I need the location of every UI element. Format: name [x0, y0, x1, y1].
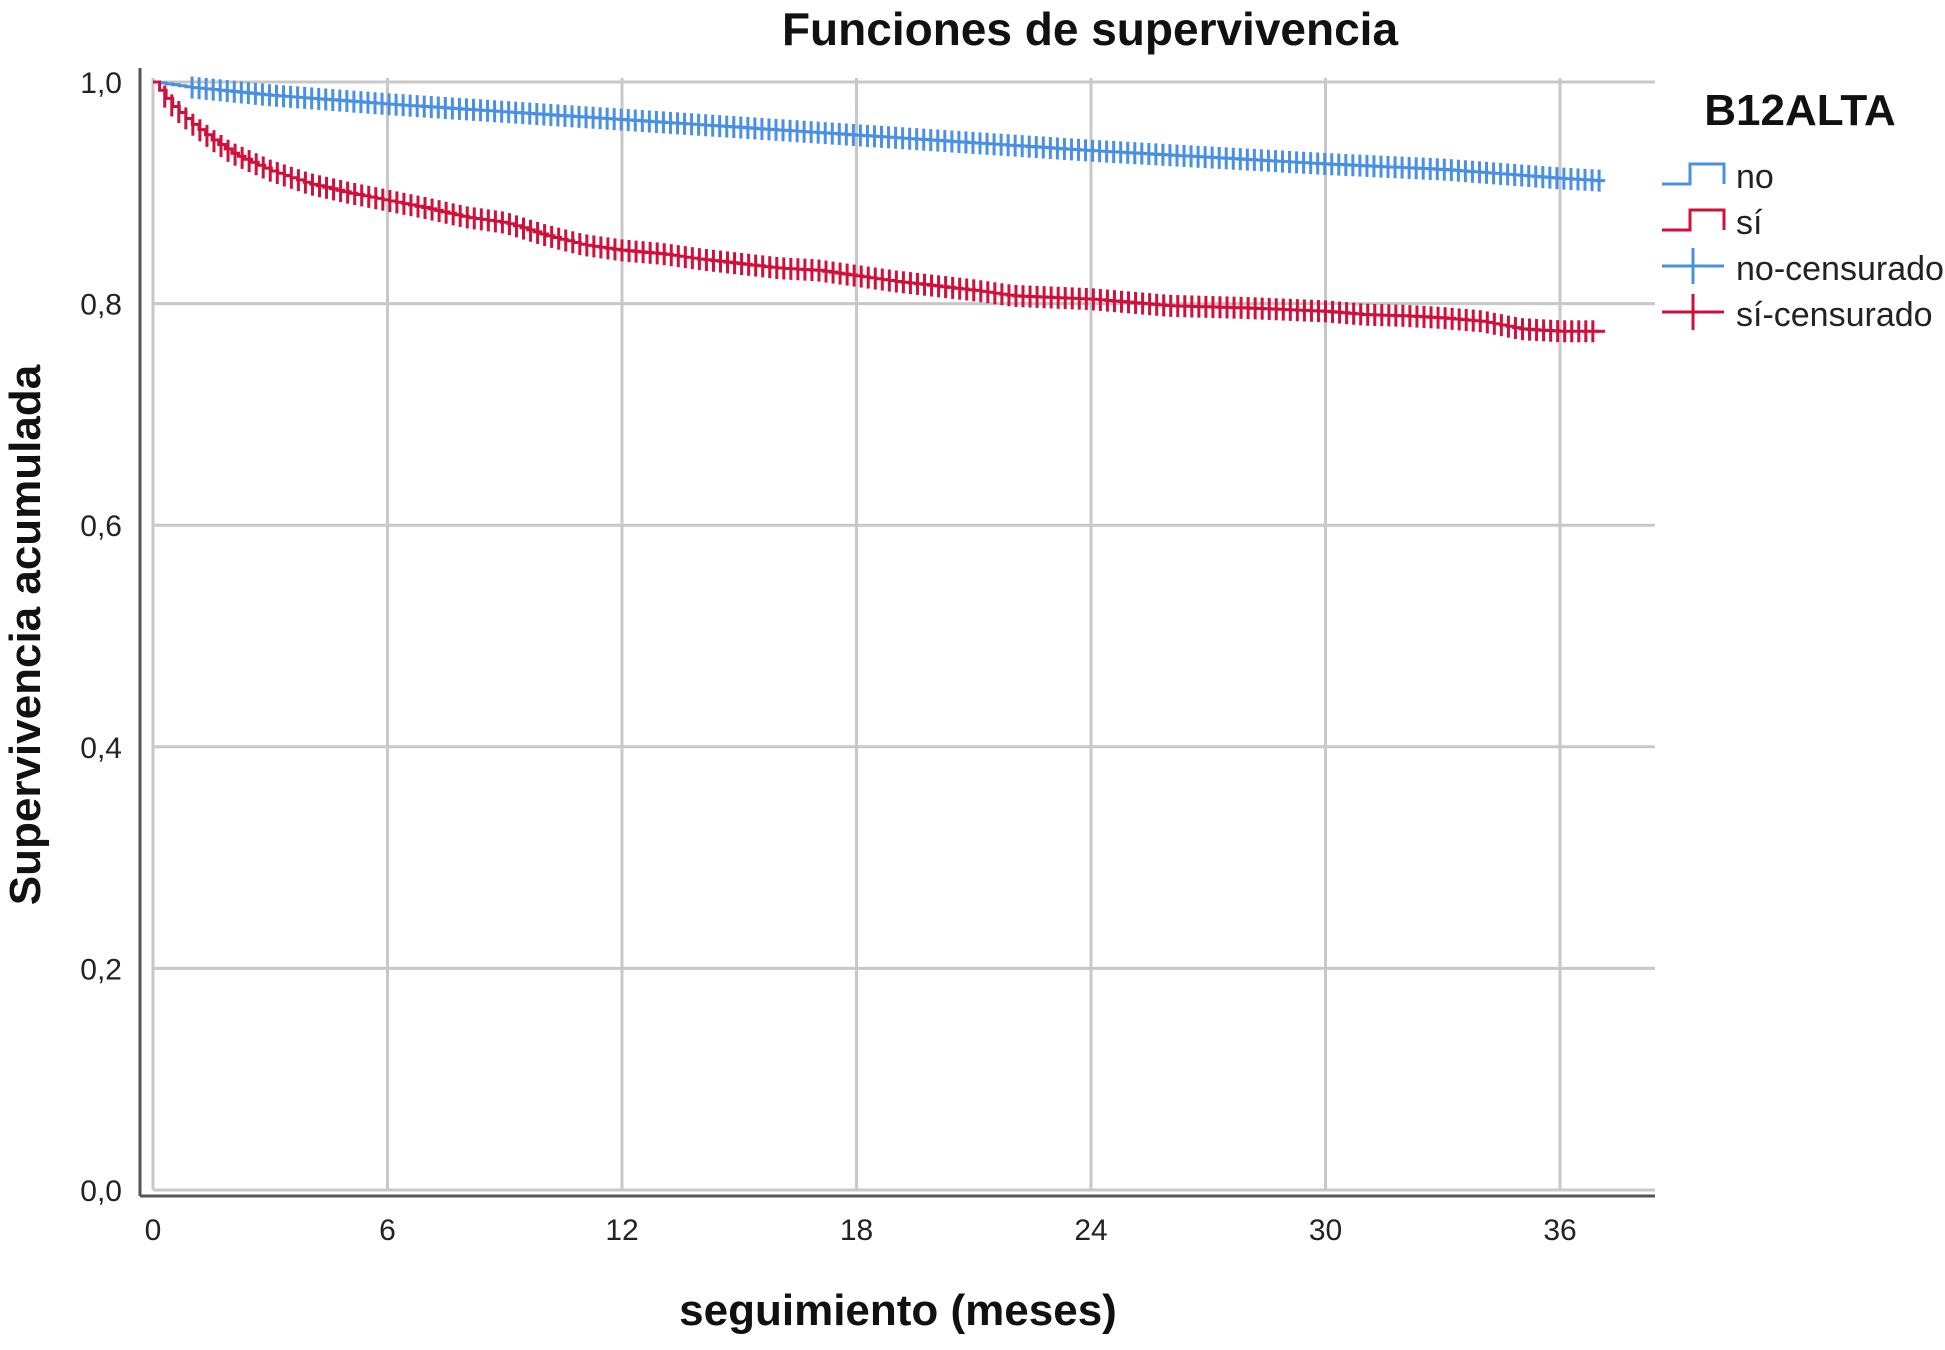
series-no [153, 76, 1606, 192]
legend-item-s-censurado: sí-censurado [1662, 294, 1933, 334]
legend-item-no-censurado: no-censurado [1662, 248, 1944, 288]
x-tick-label: 24 [1074, 1214, 1107, 1247]
series-si [153, 80, 1606, 343]
grid-layer [151, 78, 1655, 1192]
x-tick-label: 18 [840, 1214, 873, 1247]
tick-labels: 0,0 0,2 0,4 0,6 0,8 1,0 0 6 12 18 24 30 36 [80, 67, 1576, 1247]
legend: B12ALTA no sí no-censurado sí-censurado [1662, 86, 1944, 334]
chart-title: Funciones de supervivencia [782, 3, 1399, 55]
legend-item-no: no [1662, 158, 1774, 196]
legend-label: no [1736, 158, 1774, 196]
legend-item-s-: sí [1662, 204, 1763, 242]
legend-label: no-censurado [1736, 250, 1944, 288]
y-tick-label: 0,2 [80, 953, 122, 986]
legend-title: B12ALTA [1704, 86, 1896, 135]
series-layer [153, 76, 1606, 343]
x-tick-label: 36 [1543, 1214, 1576, 1247]
x-tick-label: 6 [379, 1214, 396, 1247]
y-tick-label: 0,6 [80, 510, 122, 543]
y-axis-label: Supervivencia acumulada [1, 364, 50, 905]
y-tick-label: 1,0 [80, 67, 122, 100]
legend-step-symbol [1662, 208, 1726, 232]
y-tick-label: 0,8 [80, 289, 122, 322]
plot-frame [138, 68, 1655, 1198]
x-tick-label: 12 [605, 1214, 638, 1247]
x-axis-label: seguimiento (meses) [679, 1286, 1117, 1335]
y-tick-label: 0,4 [80, 732, 122, 765]
legend-label: sí-censurado [1736, 296, 1933, 334]
x-tick-label: 0 [145, 1214, 162, 1247]
legend-label: sí [1736, 204, 1763, 242]
legend-step-symbol [1662, 162, 1726, 186]
x-tick-label: 30 [1309, 1214, 1342, 1247]
y-tick-label: 0,0 [80, 1175, 122, 1208]
